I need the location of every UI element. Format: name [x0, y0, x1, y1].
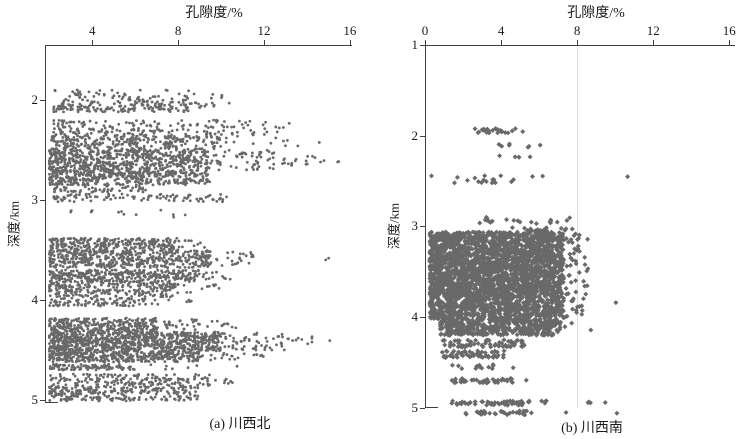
chart-b-xtick-label-0: 0 — [421, 23, 429, 38]
chart-b-ytick-4 — [420, 317, 425, 319]
chart-b-plot-area: 0 4 8 12 16 1 2 3 4 5 — [412, 23, 736, 417]
chart-a-xtick-label-4: 4 — [88, 23, 96, 38]
chart-a-bottom-foot — [45, 402, 58, 403]
chart-b-top-spine — [425, 45, 735, 46]
chart-b-ytick-5 — [420, 407, 425, 409]
chart-a-xtick-label-12: 12 — [257, 23, 271, 38]
chart-a-xtick-12 — [263, 40, 265, 45]
chart-a-ytick-label-5: 5 — [31, 392, 39, 407]
chart-b-ytick-label-1: 1 — [411, 37, 419, 52]
chart-b-bottom-foot — [425, 407, 438, 408]
chart-b-ytick-1 — [420, 45, 425, 46]
chart-b-xtick-4 — [501, 40, 503, 45]
chart-a-caption: (a) 川西北 — [209, 417, 271, 432]
chart-b-xtick-label-4: 4 — [497, 23, 505, 38]
chart-a-xtick-16 — [349, 40, 351, 45]
chart-b-ytick-label-3: 3 — [411, 218, 419, 234]
chart-a-x-axis-title: 孔隙度/% — [185, 6, 243, 21]
chart-a-ytick-5 — [40, 400, 45, 401]
chart-b-ytick-label-2: 2 — [411, 127, 419, 143]
chart-b-ytick-3 — [420, 226, 425, 228]
chart-b-xtick-12 — [653, 40, 655, 45]
chart-a-top-spine — [45, 45, 352, 46]
chart-b-xtick-label-16: 16 — [722, 23, 736, 38]
chart-a-ytick-label-4: 4 — [31, 292, 39, 307]
chart-a-ytick-label-3: 3 — [31, 192, 39, 207]
chart-b-x-axis-title: 孔隙度/% — [567, 6, 625, 21]
chart-b-ytick-label-4: 4 — [411, 309, 419, 325]
chart-a-ytick-4 — [40, 300, 45, 301]
chart-b-ytick-2 — [420, 135, 425, 137]
chart-b-ytick-label-5: 5 — [411, 399, 419, 415]
chart-a-ytick-label-2: 2 — [31, 92, 39, 107]
chart-a-plot-area: 4 8 12 16 2 3 4 5 — [32, 23, 357, 407]
chart-b-xtick-16 — [729, 40, 731, 45]
chart-b-xtick-0 — [425, 40, 426, 45]
chart-a-left-spine — [45, 45, 46, 403]
chart-b-caption: (b) 川西南 — [561, 421, 623, 436]
chart-a-xtick-8 — [178, 40, 180, 45]
chart-b-xtick-label-8: 8 — [573, 23, 581, 38]
chart-a-points-canvas — [45, 45, 352, 403]
chart-a-xtick-4 — [92, 40, 94, 45]
chart-a-ytick-2 — [40, 100, 45, 101]
chart-a-xtick-label-8: 8 — [174, 23, 182, 38]
chart-b-xtick-label-12: 12 — [646, 23, 660, 38]
chart-b-points-canvas — [425, 45, 735, 417]
chart-a-ytick-3 — [40, 200, 45, 201]
chart-b-left-spine — [425, 45, 426, 408]
chart-b-xtick-8 — [577, 40, 579, 45]
chart-a-xtick-label-16: 16 — [343, 23, 357, 38]
